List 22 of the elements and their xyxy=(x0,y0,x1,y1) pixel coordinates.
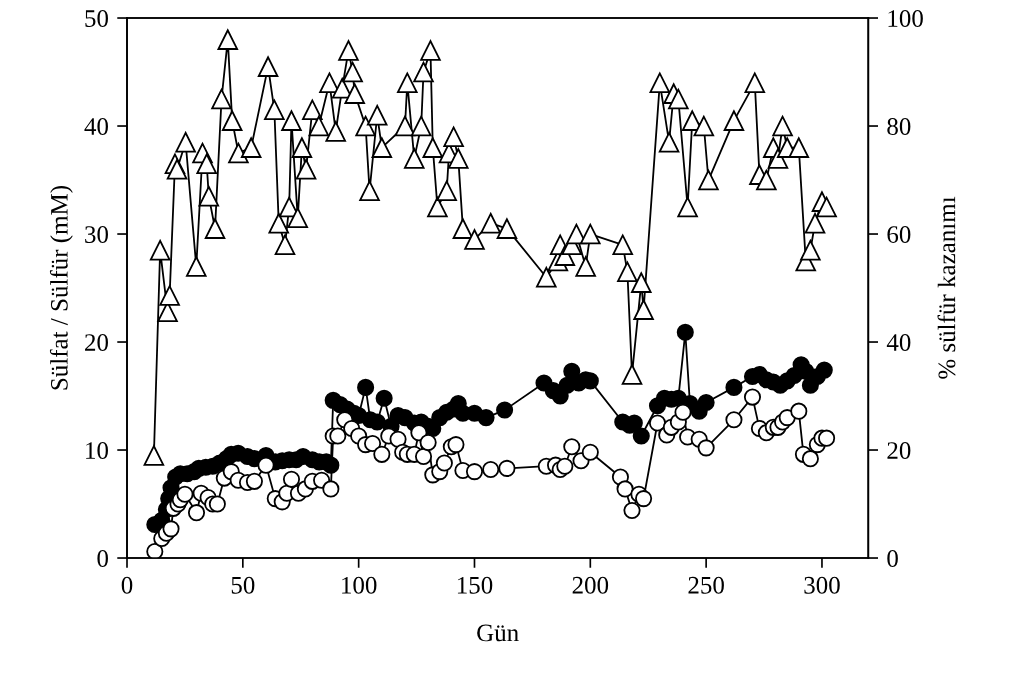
y2-tick-label: 0 xyxy=(887,550,898,567)
x-tick-label: 0 xyxy=(121,576,133,594)
x-tick-label: 100 xyxy=(342,576,377,594)
y-tick-label: 10 xyxy=(86,442,108,459)
x-tick-label: 150 xyxy=(457,576,493,594)
y2-tick-label: 80 xyxy=(887,118,911,135)
y-tick-label: 50 xyxy=(85,10,108,27)
x-tick-label: 50 xyxy=(231,576,255,594)
y-axis-title: Sülfat / Sülfür (mM) xyxy=(49,186,73,390)
y2-tick-label: 40 xyxy=(886,334,911,351)
y2-tick-label: 100 xyxy=(888,10,923,27)
x-tick-label: 200 xyxy=(572,576,609,594)
y2-tick-label: 20 xyxy=(887,442,911,459)
y2-axis-title: % sülfür kazanımı xyxy=(937,196,956,379)
x-tick-label: 300 xyxy=(804,576,840,594)
y2-tick-label: 60 xyxy=(887,226,911,243)
y-tick-label: 40 xyxy=(84,118,108,135)
x-axis-title: Gün xyxy=(477,624,519,642)
x-tick-label: 250 xyxy=(688,576,724,594)
y-tick-label: 30 xyxy=(85,226,108,243)
y-tick-label: 0 xyxy=(97,550,108,567)
y-tick-label: 20 xyxy=(85,334,108,351)
